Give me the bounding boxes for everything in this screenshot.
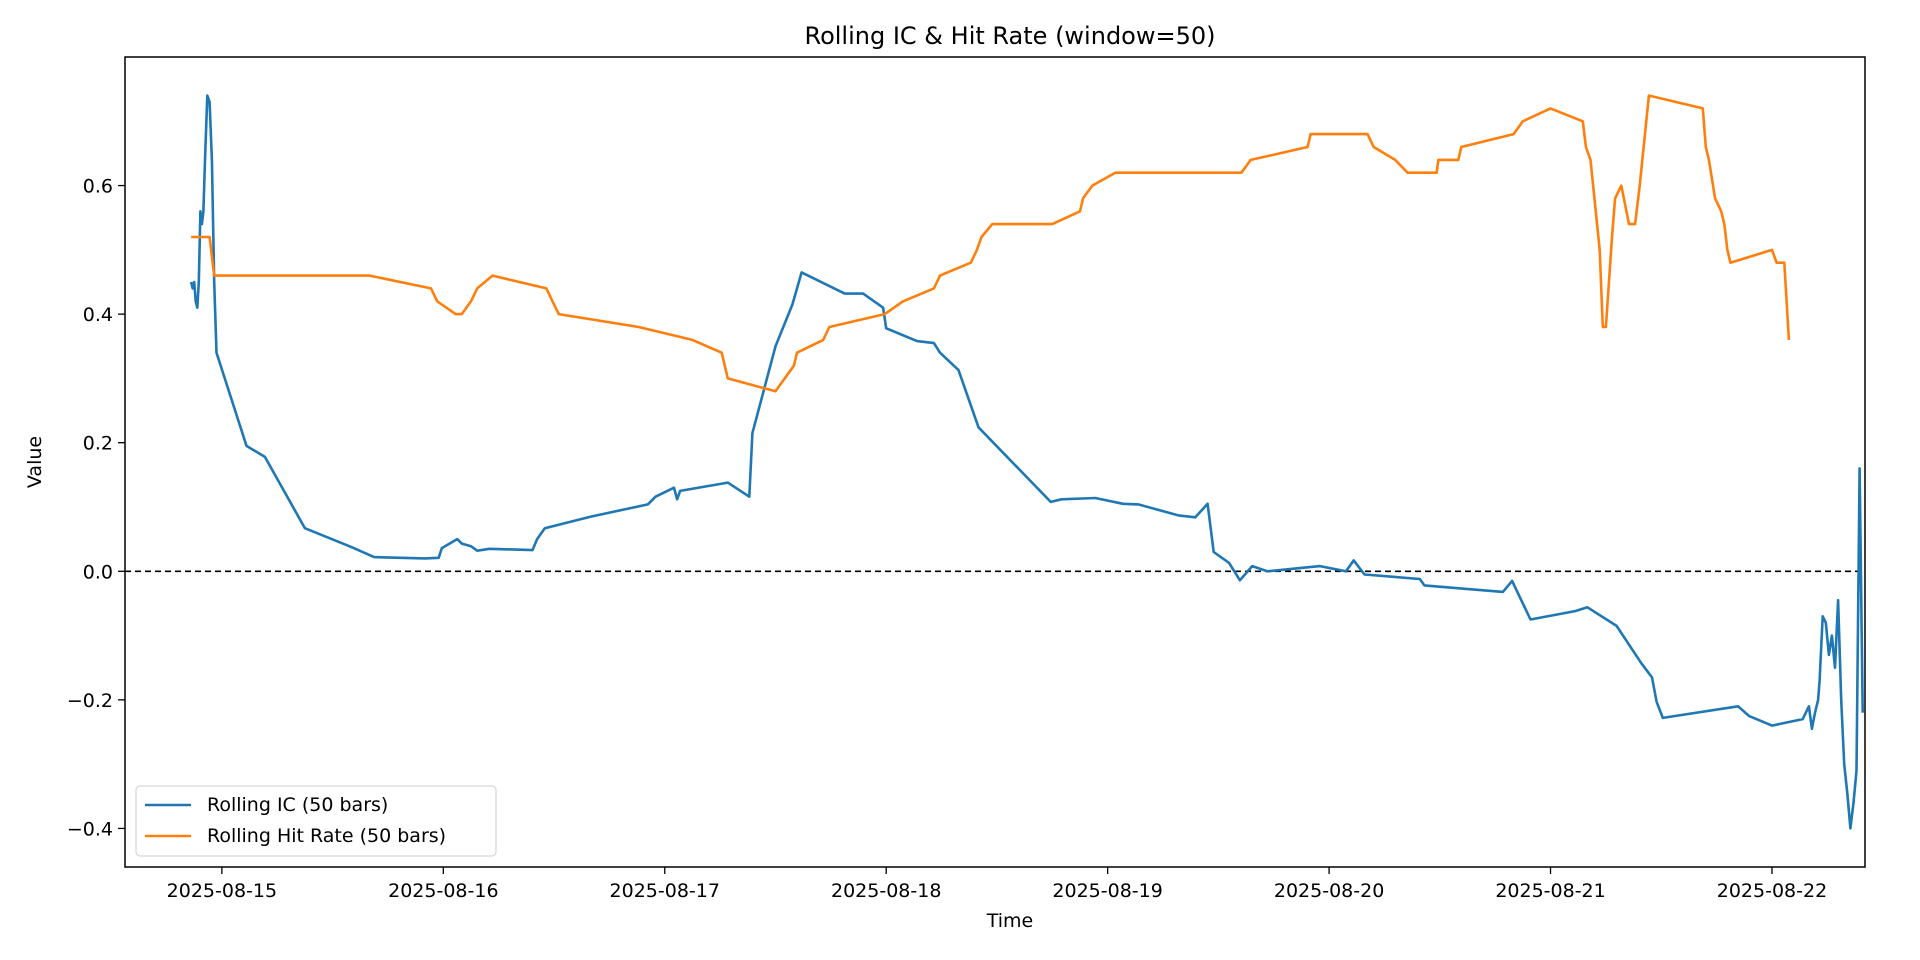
plot-area: 2025-08-15 2025-08-16 2025-08-17 2025-08-18… (67, 56, 1866, 902)
y-tick-label: 0.6 (83, 176, 113, 198)
series-layer (189, 94, 1864, 830)
y-tick-label: 0.4 (83, 304, 113, 326)
x-axis-label: Time (986, 910, 1034, 932)
y-axis-label: Value (24, 436, 46, 488)
legend-label-rolling-ic: Rolling IC (50 bars) (207, 794, 388, 816)
x-axis-ticks: 2025-08-15 2025-08-16 2025-08-17 2025-08-18… (167, 867, 1827, 902)
chart-title: Rolling IC & Hit Rate (window=50) (804, 22, 1215, 50)
y-tick-label: −0.4 (67, 818, 113, 840)
x-tick-label: 2025-08-21 (1495, 880, 1605, 902)
y-tick-label: 0.2 (83, 433, 113, 455)
y-tick-label: 0.0 (83, 561, 113, 583)
legend-label-rolling-hit-rate: Rolling Hit Rate (50 bars) (207, 825, 446, 847)
legend-box (135, 785, 497, 857)
x-tick-label: 2025-08-17 (610, 880, 720, 902)
y-tick-label: −0.2 (67, 690, 113, 712)
series-line-rolling-ic (189, 94, 1864, 830)
x-tick-label: 2025-08-20 (1274, 880, 1384, 902)
y-axis-ticks: −0.4 −0.2 0.0 0.2 0.4 0.6 (67, 176, 125, 840)
x-tick-label: 2025-08-18 (831, 880, 941, 902)
series-line-rolling-hit-rate (191, 94, 1791, 393)
x-tick-label: 2025-08-16 (388, 880, 498, 902)
x-tick-label: 2025-08-19 (1052, 880, 1162, 902)
x-tick-label: 2025-08-22 (1717, 880, 1827, 902)
x-tick-label: 2025-08-15 (167, 880, 277, 902)
legend: Rolling IC (50 bars) Rolling Hit Rate (5… (135, 785, 497, 857)
plot-frame (124, 56, 1866, 868)
